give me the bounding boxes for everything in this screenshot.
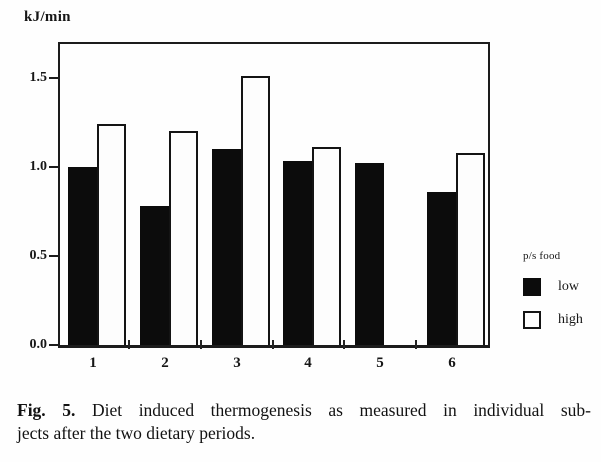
y-tick-label-0.0: 0.0	[29, 337, 48, 352]
x-boundary-tick	[200, 340, 202, 349]
x-boundary-tick	[343, 340, 345, 349]
legend-item-low: low	[523, 278, 583, 296]
y-tick-label-1.5: 1.5	[29, 70, 48, 85]
caption-line-1-text: Diet induced thermogenesis as measured i…	[91, 400, 592, 420]
x-tick-label-1: 1	[89, 355, 97, 371]
x-tick-label-2: 2	[161, 355, 169, 371]
figure-caption: Fig. 5. Diet induced thermogenesis as me…	[17, 399, 591, 445]
y-tick-mark	[49, 77, 58, 79]
bar-low-subject-1	[68, 167, 97, 345]
bar-high-subject-3	[241, 76, 270, 345]
legend: p/s food low high	[523, 250, 583, 344]
y-tick-mark	[49, 166, 58, 168]
x-tick-label-5: 5	[376, 355, 384, 371]
bar-low-subject-3	[212, 149, 241, 345]
bar-low-subject-2	[140, 206, 169, 345]
legend-item-high: high	[523, 311, 583, 329]
y-axis-title: kJ/min	[24, 9, 71, 25]
high-swatch-icon	[523, 311, 541, 329]
x-tick-label-6: 6	[448, 355, 456, 371]
figure: kJ/min p/s food low high 0.0 0.5 1.0 1.5 1 2 3…	[24, 9, 583, 371]
bar-low-subject-6	[427, 192, 456, 345]
x-tick-label-3: 3	[233, 355, 241, 371]
caption-line-2: jects after the two dietary periods.	[17, 423, 256, 443]
x-tick-label-4: 4	[304, 355, 312, 371]
x-boundary-tick	[128, 340, 130, 349]
caption-line-1: Fig. 5. Diet induced thermogenesis as me…	[17, 399, 591, 422]
y-tick-label-1.0: 1.0	[29, 159, 48, 174]
bar-high-subject-4	[312, 147, 341, 345]
x-boundary-tick	[415, 340, 417, 349]
y-tick-mark	[49, 255, 58, 257]
bar-high-subject-1	[97, 124, 126, 345]
plot-frame	[58, 42, 490, 348]
y-tick-mark	[49, 344, 58, 346]
low-swatch-icon	[523, 278, 541, 296]
bar-low-subject-4	[283, 161, 312, 345]
bar-low-subject-5	[355, 163, 384, 345]
legend-item-low-label: low	[558, 279, 579, 294]
bar-high-subject-6	[456, 153, 485, 345]
legend-item-high-label: high	[558, 312, 583, 327]
caption-fig-label: Fig. 5.	[17, 400, 76, 420]
bar-high-subject-2	[169, 131, 198, 345]
y-tick-label-0.5: 0.5	[29, 248, 48, 263]
legend-title: p/s food	[523, 250, 561, 262]
x-boundary-tick	[272, 340, 274, 349]
